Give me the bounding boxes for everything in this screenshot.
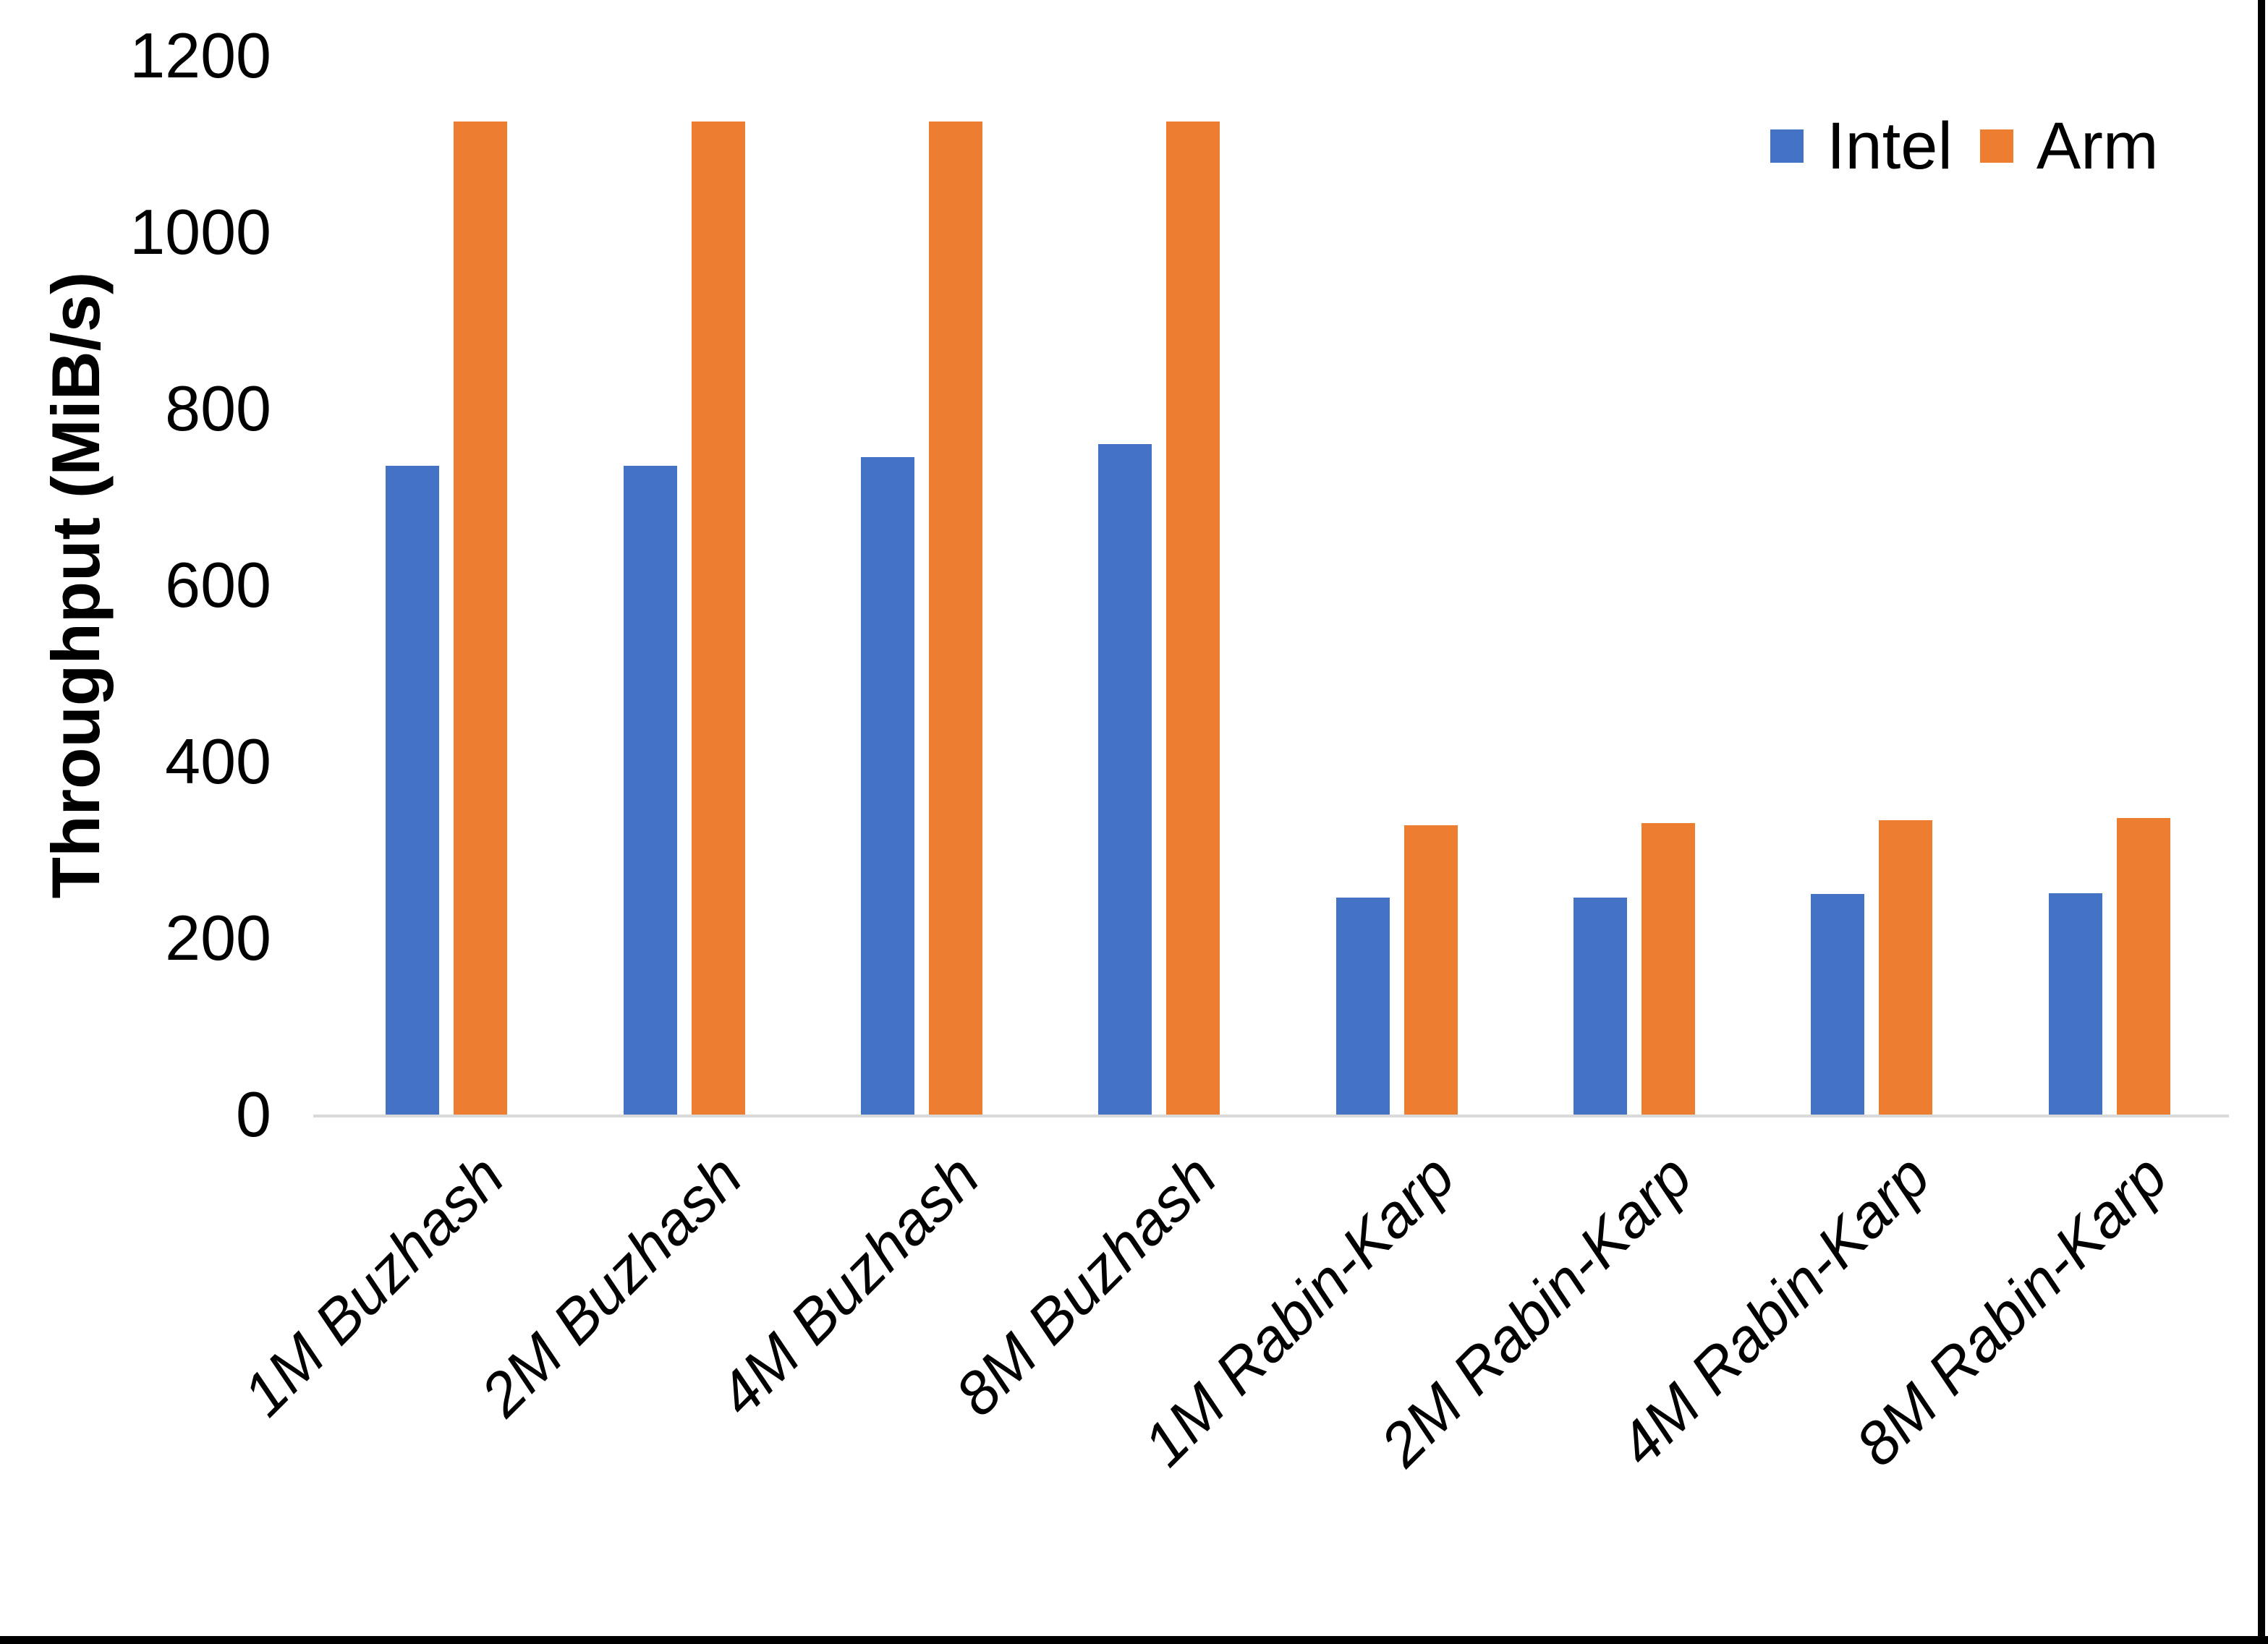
bar-arm-1m-rabin-karp [1404, 825, 1458, 1115]
bar-intel-4m-buzhash [861, 457, 914, 1115]
bar-arm-2m-rabin-karp [1641, 823, 1695, 1115]
bar-arm-2m-buzhash [692, 122, 745, 1115]
legend-label-intel: Intel [1827, 109, 1953, 183]
bar-intel-8m-rabin-karp [2049, 893, 2102, 1115]
bar-intel-2m-buzhash [624, 466, 677, 1115]
y-axis-tick-label: 600 [165, 549, 271, 621]
legend-swatch-arm [1979, 129, 2013, 163]
legend-swatch-intel [1770, 129, 1804, 163]
legend-label-arm: Arm [2036, 109, 2159, 183]
y-axis-tick-label: 200 [165, 902, 271, 974]
legend: Intel Arm [1770, 110, 2159, 182]
bar-intel-1m-rabin-karp [1336, 898, 1390, 1115]
y-axis-tick-label: 1200 [129, 20, 271, 91]
bar-arm-8m-rabin-karp [2117, 818, 2170, 1115]
y-axis-tick-label: 400 [165, 725, 271, 797]
y-axis-tick-label: 1000 [129, 196, 271, 268]
legend-item-arm: Arm [1979, 109, 2159, 183]
bar-intel-1m-buzhash [386, 466, 439, 1115]
legend-item-intel: Intel [1770, 110, 1953, 182]
window-border-right [2258, 0, 2265, 1644]
bar-arm-1m-buzhash [454, 122, 507, 1115]
y-axis-tick-label: 800 [165, 372, 271, 444]
y-axis-tick-label: 0 [236, 1078, 271, 1150]
bar-arm-4m-buzhash [929, 122, 982, 1115]
bar-intel-8m-buzhash [1098, 444, 1152, 1115]
bar-arm-4m-rabin-karp [1879, 820, 1932, 1115]
bar-arm-8m-buzhash [1166, 122, 1220, 1115]
window-border-bottom [0, 1636, 2268, 1644]
bar-intel-2m-rabin-karp [1573, 898, 1627, 1115]
x-axis-line [313, 1115, 2229, 1117]
bar-intel-4m-rabin-karp [1811, 894, 1864, 1115]
